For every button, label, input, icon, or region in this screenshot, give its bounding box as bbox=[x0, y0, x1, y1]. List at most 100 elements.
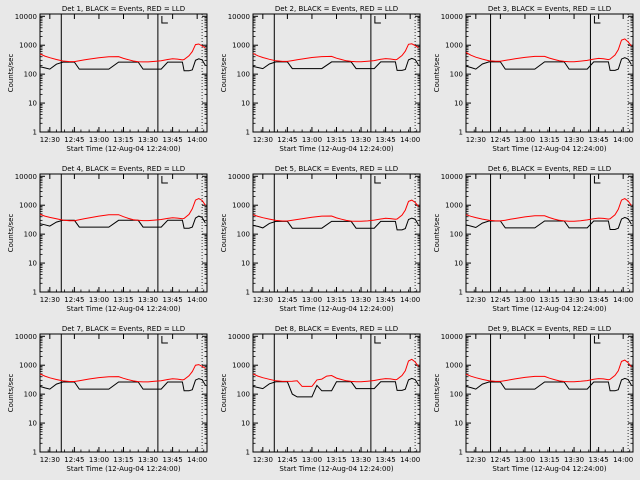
x-tick-label: 12:30 bbox=[40, 456, 60, 464]
events-series-line bbox=[39, 58, 206, 72]
y-tick-label: 1000 bbox=[19, 362, 37, 370]
y-tick-label: 10000 bbox=[228, 13, 250, 21]
x-tick-label: 12:30 bbox=[466, 136, 486, 144]
x-tick-label: 12:30 bbox=[253, 456, 273, 464]
x-tick-label: 12:30 bbox=[40, 296, 60, 304]
y-tick-label: 100 bbox=[24, 231, 37, 239]
lld-series-line bbox=[39, 198, 206, 222]
x-tick-label: 13:30 bbox=[138, 136, 158, 144]
x-tick-label: 14:00 bbox=[613, 296, 633, 304]
y-tick-label: 10000 bbox=[441, 173, 463, 181]
events-series-line bbox=[39, 215, 206, 229]
bracket-marker bbox=[593, 16, 601, 24]
x-tick-label: 13:00 bbox=[515, 136, 535, 144]
x-tick-label: 13:15 bbox=[326, 456, 346, 464]
y-tick-label: 1 bbox=[459, 129, 463, 137]
x-tick-label: 13:00 bbox=[515, 296, 535, 304]
y-axis-label: Counts/sec bbox=[433, 374, 441, 413]
y-tick-label: 100 bbox=[237, 71, 250, 79]
x-tick-label: 13:30 bbox=[564, 456, 584, 464]
x-tick-label: 12:45 bbox=[490, 296, 510, 304]
x-tick-label: 13:15 bbox=[113, 136, 133, 144]
y-tick-label: 1000 bbox=[445, 202, 463, 210]
x-axis-label: Start Time (12-Aug-04 12:24:00) bbox=[492, 145, 606, 153]
x-tick-label: 13:00 bbox=[302, 296, 322, 304]
y-tick-label: 10 bbox=[241, 260, 250, 268]
x-tick-label: 14:00 bbox=[187, 296, 207, 304]
x-tick-label: 13:30 bbox=[351, 296, 371, 304]
x-tick-label: 12:30 bbox=[40, 136, 60, 144]
x-axis-label: Start Time (12-Aug-04 12:24:00) bbox=[66, 465, 180, 473]
x-tick-label: 13:15 bbox=[326, 136, 346, 144]
y-tick-label: 10 bbox=[241, 100, 250, 108]
y-tick-label: 1 bbox=[459, 289, 463, 297]
x-tick-label: 13:00 bbox=[89, 136, 109, 144]
bracket-marker bbox=[374, 176, 381, 184]
plot-frame bbox=[39, 173, 208, 293]
x-tick-label: 13:30 bbox=[138, 296, 158, 304]
x-tick-label: 13:30 bbox=[564, 136, 584, 144]
x-axis-label: Start Time (12-Aug-04 12:24:00) bbox=[279, 465, 393, 473]
y-tick-label: 10 bbox=[241, 420, 250, 428]
y-tick-label: 10000 bbox=[15, 333, 37, 341]
bracket-marker bbox=[593, 176, 601, 184]
x-tick-label: 13:00 bbox=[515, 456, 535, 464]
x-tick-label: 12:45 bbox=[64, 136, 84, 144]
events-series-line bbox=[252, 217, 419, 231]
y-axis-label: Counts/sec bbox=[7, 374, 15, 413]
y-tick-label: 1000 bbox=[19, 42, 37, 50]
x-tick-label: 13:00 bbox=[302, 456, 322, 464]
chart-panel-2: Det 2, BLACK = Events, RED = LLD 1 10 100 10… bbox=[220, 5, 421, 153]
chart-panel-1: Det 1, BLACK = Events, RED = LLD 1 10 100 10… bbox=[7, 5, 208, 153]
x-tick-label: 12:30 bbox=[466, 296, 486, 304]
bracket-marker bbox=[374, 336, 381, 344]
x-tick-label: 13:30 bbox=[351, 456, 371, 464]
lld-series-line bbox=[465, 359, 632, 383]
chart-title: Det 3, BLACK = Events, RED = LLD bbox=[488, 5, 611, 13]
x-tick-label: 12:45 bbox=[277, 136, 297, 144]
x-tick-label: 13:15 bbox=[326, 296, 346, 304]
x-tick-label: 13:15 bbox=[539, 136, 559, 144]
chart-title: Det 9, BLACK = Events, RED = LLD bbox=[488, 325, 611, 333]
y-tick-label: 10000 bbox=[441, 333, 463, 341]
bracket-marker bbox=[161, 176, 168, 184]
lld-series-line bbox=[252, 358, 419, 387]
chart-title: Det 7, BLACK = Events, RED = LLD bbox=[62, 325, 185, 333]
x-tick-label: 12:30 bbox=[253, 296, 273, 304]
x-tick-label: 12:45 bbox=[490, 136, 510, 144]
x-tick-label: 13:15 bbox=[113, 456, 133, 464]
x-tick-label: 12:45 bbox=[64, 456, 84, 464]
x-tick-label: 12:30 bbox=[253, 136, 273, 144]
y-tick-label: 10 bbox=[454, 260, 463, 268]
lld-series-line bbox=[39, 364, 206, 383]
x-axis-label: Start Time (12-Aug-04 12:24:00) bbox=[279, 305, 393, 313]
bracket-marker bbox=[161, 16, 168, 24]
lld-series-line bbox=[252, 43, 419, 63]
events-series-line bbox=[39, 378, 206, 392]
chart-title: Det 4, BLACK = Events, RED = LLD bbox=[62, 165, 185, 173]
bracket-marker bbox=[374, 16, 381, 24]
lld-series-line bbox=[465, 198, 632, 222]
y-tick-label: 1 bbox=[246, 129, 250, 137]
x-tick-label: 12:45 bbox=[277, 296, 297, 304]
y-tick-label: 1 bbox=[33, 129, 37, 137]
x-tick-label: 13:30 bbox=[564, 296, 584, 304]
plot-frame bbox=[39, 13, 208, 133]
x-tick-label: 13:45 bbox=[376, 296, 396, 304]
y-tick-label: 1000 bbox=[232, 42, 250, 50]
y-tick-label: 100 bbox=[450, 391, 463, 399]
lld-series-line bbox=[252, 199, 419, 222]
bracket-marker bbox=[161, 336, 168, 344]
y-axis-label: Counts/sec bbox=[7, 54, 15, 93]
x-tick-label: 13:00 bbox=[302, 136, 322, 144]
x-tick-label: 13:45 bbox=[589, 456, 609, 464]
x-tick-label: 13:15 bbox=[539, 296, 559, 304]
chart-title: Det 2, BLACK = Events, RED = LLD bbox=[275, 5, 398, 13]
x-tick-label: 14:00 bbox=[613, 136, 633, 144]
x-tick-label: 13:45 bbox=[376, 456, 396, 464]
x-tick-label: 12:30 bbox=[466, 456, 486, 464]
x-axis-label: Start Time (12-Aug-04 12:24:00) bbox=[66, 145, 180, 153]
x-tick-label: 13:45 bbox=[163, 136, 183, 144]
x-tick-label: 14:00 bbox=[187, 456, 207, 464]
y-axis-label: Counts/sec bbox=[220, 374, 228, 413]
